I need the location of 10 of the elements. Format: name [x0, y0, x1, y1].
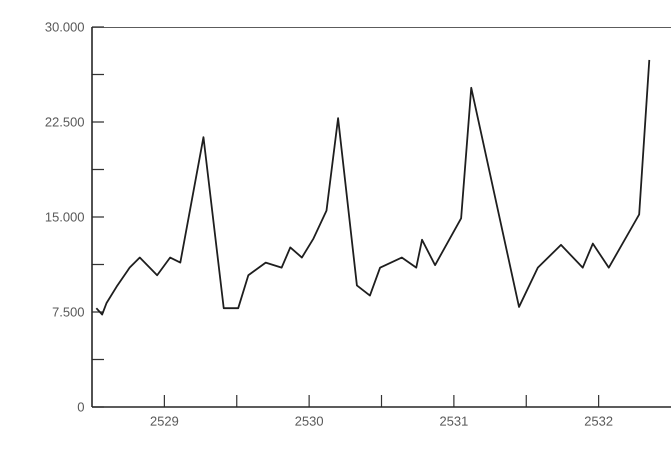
y-tick-label: 15.000: [46, 212, 84, 222]
x-tick-label: 2532: [584, 416, 612, 426]
x-tick-label: 2530: [295, 416, 324, 426]
y-tick-label: 7.500: [52, 307, 84, 317]
x-tick-label: 2531: [440, 416, 468, 426]
line-series: [95, 59, 650, 316]
y-tick-label: 30.000: [45, 22, 84, 32]
x-tick-label: 2529: [150, 416, 178, 426]
y-tick-label: 0: [78, 402, 84, 412]
y-tick-label: 22.500: [46, 117, 84, 127]
